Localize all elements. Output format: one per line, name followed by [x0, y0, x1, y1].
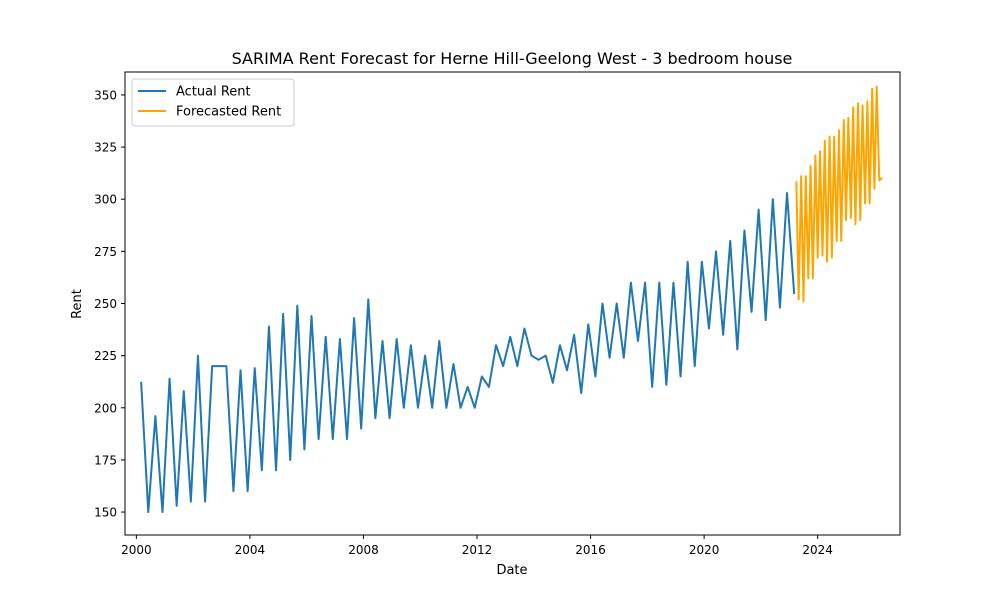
legend-label-forecasted-rent: Forecasted Rent	[176, 105, 281, 120]
x-axis-label: Date	[496, 563, 527, 578]
legend: Actual Rent Forecasted Rent	[131, 78, 295, 127]
forecasted-rent-line	[795, 85, 883, 303]
x-tick-label: 2004	[235, 543, 266, 557]
plot-area: 2000 2004 2008 2012 2016 2020 2024 150 175 200 225…	[94, 71, 901, 557]
legend-box	[131, 78, 295, 127]
y-axis-label: Rent	[70, 289, 85, 319]
x-tick-label: 2012	[462, 543, 493, 557]
x-tick-label: 2024	[802, 543, 833, 557]
x-tick-label: 2000	[121, 543, 152, 557]
y-tick-label: 300	[94, 193, 117, 207]
x-tick-label: 2020	[689, 543, 720, 557]
actual-rent-line	[140, 191, 796, 514]
y-tick-label: 225	[94, 349, 117, 363]
actual-rent-series	[140, 191, 796, 514]
x-tick-label: 2016	[575, 543, 606, 557]
legend-label-actual-rent: Actual Rent	[176, 85, 251, 100]
y-tick-label: 250	[94, 297, 117, 311]
y-tick-label: 200	[94, 401, 117, 415]
y-tick-label: 275	[94, 245, 117, 259]
chart-title: SARIMA Rent Forecast for Herne Hill-Geel…	[232, 49, 793, 68]
x-tick-label: 2008	[348, 543, 379, 557]
forecasted-rent-series	[795, 85, 883, 303]
y-tick-label: 350	[94, 88, 117, 102]
y-tick-label: 175	[94, 453, 117, 467]
y-tick-label: 325	[94, 141, 117, 155]
y-tick-label: 150	[94, 506, 117, 520]
